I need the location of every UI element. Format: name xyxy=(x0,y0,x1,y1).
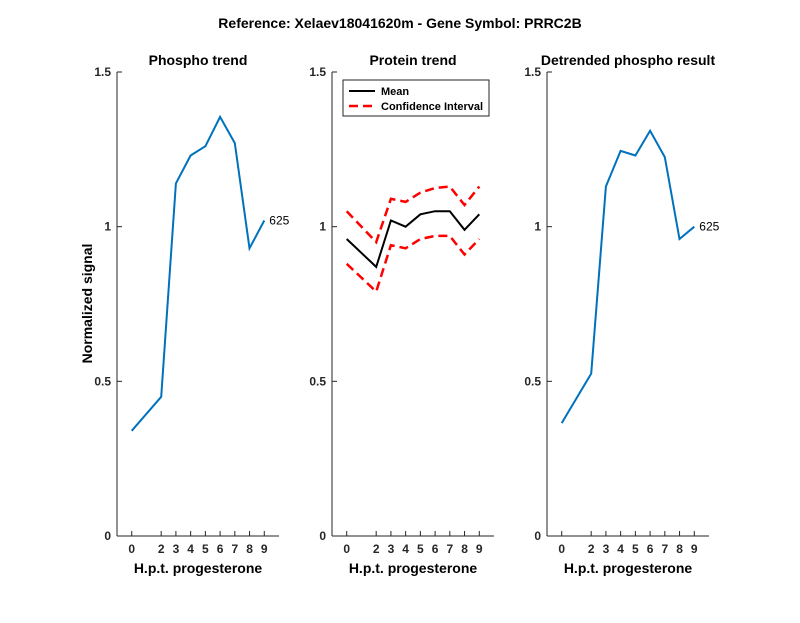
x-tick-label: 8 xyxy=(246,542,253,556)
y-tick-label: 1.5 xyxy=(524,65,541,79)
legend-entry-label: Confidence Interval xyxy=(381,101,483,113)
legend-entry-label: Mean xyxy=(381,86,409,98)
x-tick-label: 9 xyxy=(261,542,268,556)
chart-panel-3: 0 0.5 1 1.5 0 2 3 4 5 6 7 8 9 Detrended phospho resul… xyxy=(524,52,719,576)
series-line-1 xyxy=(560,128,695,424)
chart-panel-1: 0 0.5 1 1.5 0 2 3 4 5 6 7 8 9 Phospho trend H.p.t. pro… xyxy=(94,52,289,576)
panel-title: Detrended phospho result xyxy=(541,52,716,68)
x-tick-label: 4 xyxy=(187,542,194,556)
x-axis-label: H.p.t. progesterone xyxy=(134,560,263,576)
y-tick-label: 0 xyxy=(104,529,111,543)
series-line-1 xyxy=(130,114,266,432)
figure-title: Reference: Xelaev18041620m - Gene Symbol… xyxy=(218,15,581,31)
x-tick-label: 0 xyxy=(558,542,565,556)
legend-box xyxy=(342,79,490,117)
x-tick-label: 6 xyxy=(647,542,654,556)
series-end-label: 625 xyxy=(699,220,719,234)
y-tick-label: 0 xyxy=(319,529,326,543)
series-line-1 xyxy=(346,210,481,269)
chart-panel-2: 0 0.5 1 1.5 0 2 3 4 5 6 7 8 9 Protein trend H.p.t. pro… xyxy=(309,52,494,576)
y-tick-label: 0.5 xyxy=(94,374,111,388)
x-tick-label: 8 xyxy=(461,542,468,556)
x-tick-label: 2 xyxy=(158,542,165,556)
series-line-3 xyxy=(345,234,481,294)
series-end-label: 625 xyxy=(269,213,289,227)
x-tick-label: 5 xyxy=(202,542,209,556)
x-tick-label: 2 xyxy=(373,542,380,556)
x-tick-label: 9 xyxy=(476,542,483,556)
x-tick-label: 8 xyxy=(676,542,683,556)
x-tick-label: 7 xyxy=(231,542,238,556)
x-tick-label: 6 xyxy=(217,542,224,556)
y-tick-label: 1.5 xyxy=(309,65,326,79)
x-tick-label: 3 xyxy=(388,542,395,556)
y-tick-label: 1 xyxy=(319,220,326,234)
y-tick-label: 0.5 xyxy=(309,374,326,388)
x-tick-label: 0 xyxy=(343,542,350,556)
panel-title: Phospho trend xyxy=(149,52,248,68)
x-tick-label: 5 xyxy=(632,542,639,556)
x-axis-label: H.p.t. progesterone xyxy=(564,560,693,576)
x-tick-label: 3 xyxy=(603,542,610,556)
x-tick-label: 0 xyxy=(128,542,135,556)
y-axis-label: Normalized signal xyxy=(79,244,95,364)
x-tick-label: 4 xyxy=(402,542,409,556)
x-tick-label: 4 xyxy=(617,542,624,556)
x-tick-label: 5 xyxy=(417,542,424,556)
y-tick-label: 1 xyxy=(534,220,541,234)
y-tick-label: 1.5 xyxy=(94,65,111,79)
series-line-2 xyxy=(345,185,481,245)
x-axis-label: H.p.t. progesterone xyxy=(349,560,478,576)
y-tick-label: 0 xyxy=(534,529,541,543)
x-tick-label: 7 xyxy=(661,542,668,556)
x-tick-label: 3 xyxy=(173,542,180,556)
x-tick-label: 7 xyxy=(446,542,453,556)
x-tick-label: 9 xyxy=(691,542,698,556)
y-tick-label: 0.5 xyxy=(524,374,541,388)
panel-title: Protein trend xyxy=(369,52,456,68)
y-tick-label: 1 xyxy=(104,220,111,234)
x-tick-label: 2 xyxy=(588,542,595,556)
x-tick-label: 6 xyxy=(432,542,439,556)
